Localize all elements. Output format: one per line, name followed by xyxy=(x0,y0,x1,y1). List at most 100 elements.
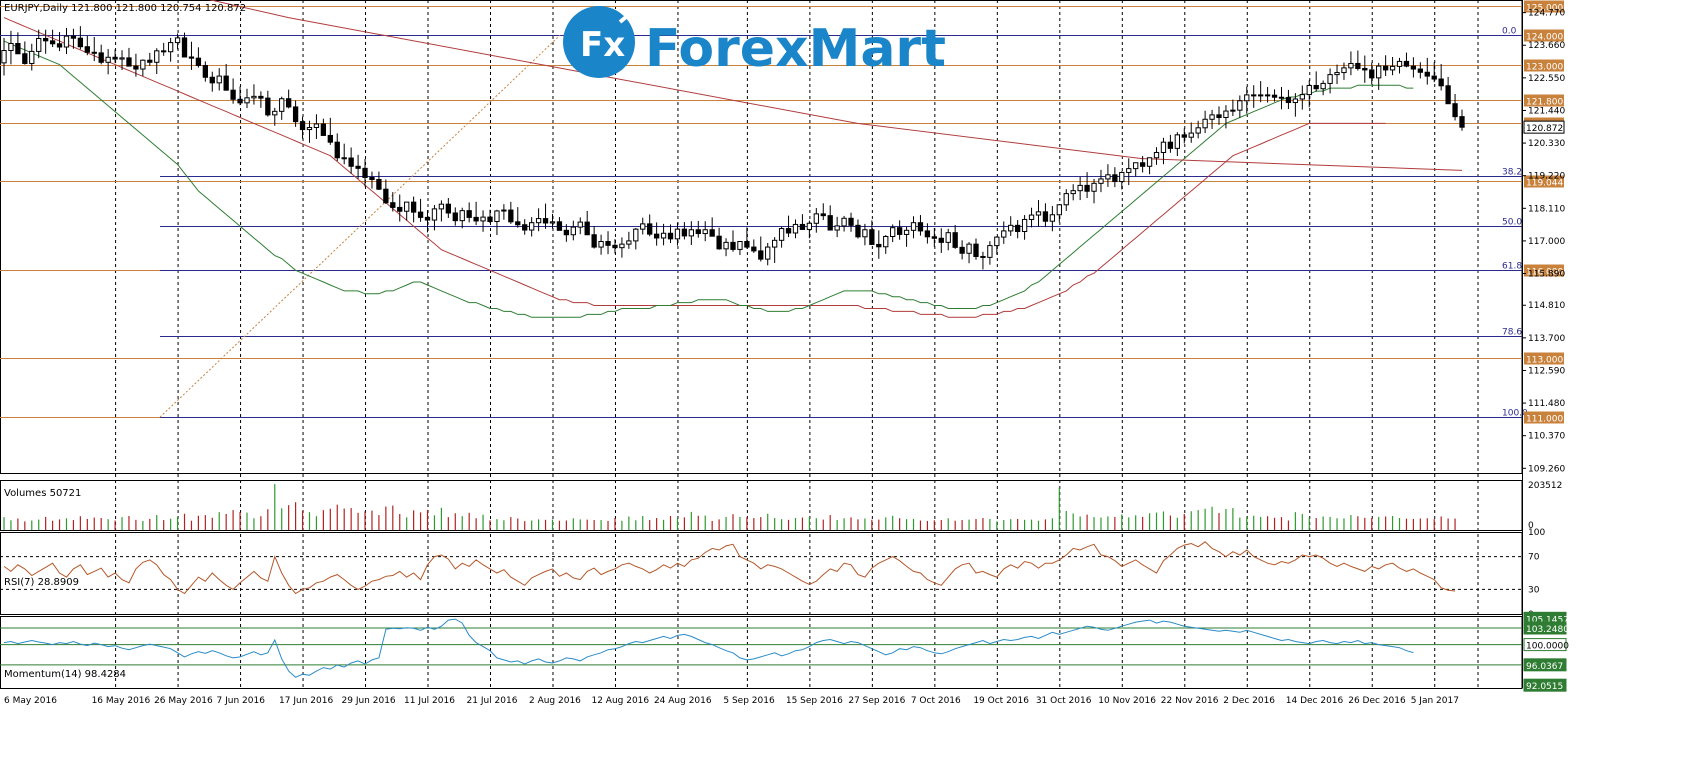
candle-body xyxy=(667,232,674,240)
candle-body xyxy=(369,176,375,181)
candle-body xyxy=(251,95,257,99)
x-tick-label: 2 Aug 2016 xyxy=(529,696,581,706)
candle-body xyxy=(161,50,167,53)
candle-body xyxy=(827,215,833,231)
price-tick-label: 114.810 xyxy=(1528,301,1565,311)
candle-body xyxy=(1188,132,1194,138)
candle-body xyxy=(362,167,368,178)
momentum-tag xyxy=(1523,638,1567,652)
level-tag-label: 111.000 xyxy=(1526,415,1563,425)
x-tick-label: 21 Jul 2016 xyxy=(467,696,518,706)
candle-body xyxy=(695,229,701,235)
candle-body xyxy=(1410,65,1417,70)
candle-body xyxy=(1417,68,1423,73)
logo-text: ForexMart xyxy=(645,19,946,79)
candle-body xyxy=(647,223,653,235)
candle-body xyxy=(1042,211,1049,222)
level-tag-label: 124.000 xyxy=(1526,33,1563,43)
candle-body xyxy=(1008,224,1014,232)
x-tick-label: 15 Sep 2016 xyxy=(786,696,843,706)
rsi-axis-label: 30 xyxy=(1528,585,1540,595)
candle-body xyxy=(417,211,424,218)
candle-body xyxy=(404,201,410,212)
x-tick-label: 11 Jul 2016 xyxy=(404,696,455,706)
price-tick-label: 110.370 xyxy=(1528,432,1565,442)
candle-body xyxy=(473,216,479,222)
candle-body xyxy=(1355,62,1361,69)
candle-body xyxy=(737,240,743,250)
candle-body xyxy=(570,226,576,236)
candle-body xyxy=(855,224,861,238)
candle-body xyxy=(723,241,729,250)
candle-body xyxy=(1112,174,1118,183)
x-tick-label: 12 Aug 2016 xyxy=(591,696,649,706)
candle-body xyxy=(167,42,174,53)
x-tick-label: 22 Nov 2016 xyxy=(1161,696,1219,706)
candle-body xyxy=(1424,71,1430,77)
fib-label: 50.0 xyxy=(1502,218,1522,228)
candle-body xyxy=(1181,134,1187,138)
candle-body xyxy=(341,157,347,160)
fib-label: 78.6 xyxy=(1502,328,1522,338)
volumes-label: Volumes 50721 xyxy=(4,488,81,499)
rsi-axis-label: 100 xyxy=(1528,528,1545,538)
candle-body xyxy=(494,210,500,223)
candle-body xyxy=(896,227,903,235)
candle-body xyxy=(966,243,972,254)
candle-body xyxy=(778,228,785,241)
candle-body xyxy=(105,56,111,63)
price-tick-label: 120.330 xyxy=(1528,139,1565,149)
candle-body xyxy=(424,216,431,221)
candle-body xyxy=(1313,84,1319,90)
candle-body xyxy=(758,250,764,260)
momentum-tag-label: 103.2480 xyxy=(1526,625,1569,635)
chart-title: EURJPY,Daily 121.800 121.800 120.754 120… xyxy=(4,3,246,14)
candle-body xyxy=(91,51,97,54)
candle-body xyxy=(452,212,458,222)
forexmart-logo: Fx ForexMart xyxy=(563,6,946,79)
candle-body xyxy=(49,40,56,45)
candle-body xyxy=(1084,184,1090,192)
candle-body xyxy=(313,123,320,129)
x-tick-label: 26 May 2016 xyxy=(154,696,213,706)
candle-body xyxy=(188,56,195,59)
candle-body xyxy=(154,50,160,63)
candle-body xyxy=(286,98,292,108)
candle-body xyxy=(1334,72,1340,76)
level-tag-label: 123.000 xyxy=(1526,63,1563,73)
candle-body xyxy=(126,57,132,67)
candle-body xyxy=(980,255,986,258)
candle-body xyxy=(1341,67,1347,74)
candle-body xyxy=(279,98,285,112)
time-axis: 6 May 2016 16 May 2016 26 May 2016 7 Jun 20… xyxy=(4,696,1459,706)
candle-body xyxy=(869,229,875,245)
candle-body xyxy=(1160,141,1167,153)
candle-body xyxy=(702,229,708,235)
candle-body xyxy=(542,218,549,224)
candle-body xyxy=(1035,211,1042,216)
momentum-tag-label: 105.1457 xyxy=(1526,615,1569,625)
candle-body xyxy=(751,246,757,252)
candle-body xyxy=(917,222,924,232)
level-tag-label: 119.044 xyxy=(1526,179,1563,189)
candle-body xyxy=(556,221,563,231)
candlesticks xyxy=(1,26,1465,270)
candle-body xyxy=(216,75,222,84)
candle-body xyxy=(653,233,660,239)
candle-body xyxy=(77,37,84,48)
x-tick-label: 10 Nov 2016 xyxy=(1098,696,1156,706)
x-tick-label: 7 Jun 2016 xyxy=(217,696,266,706)
candle-body xyxy=(140,59,146,70)
candle-body xyxy=(945,232,951,243)
candle-body xyxy=(1105,174,1111,180)
price-tick-label: 118.110 xyxy=(1528,204,1565,214)
candle-body xyxy=(591,234,597,248)
candle-body xyxy=(1396,60,1403,67)
candle-body xyxy=(1320,82,1326,90)
candle-body xyxy=(1237,100,1243,111)
candle-body xyxy=(29,50,35,64)
candle-body xyxy=(181,37,188,58)
fib-label: 38.2 xyxy=(1502,168,1522,178)
